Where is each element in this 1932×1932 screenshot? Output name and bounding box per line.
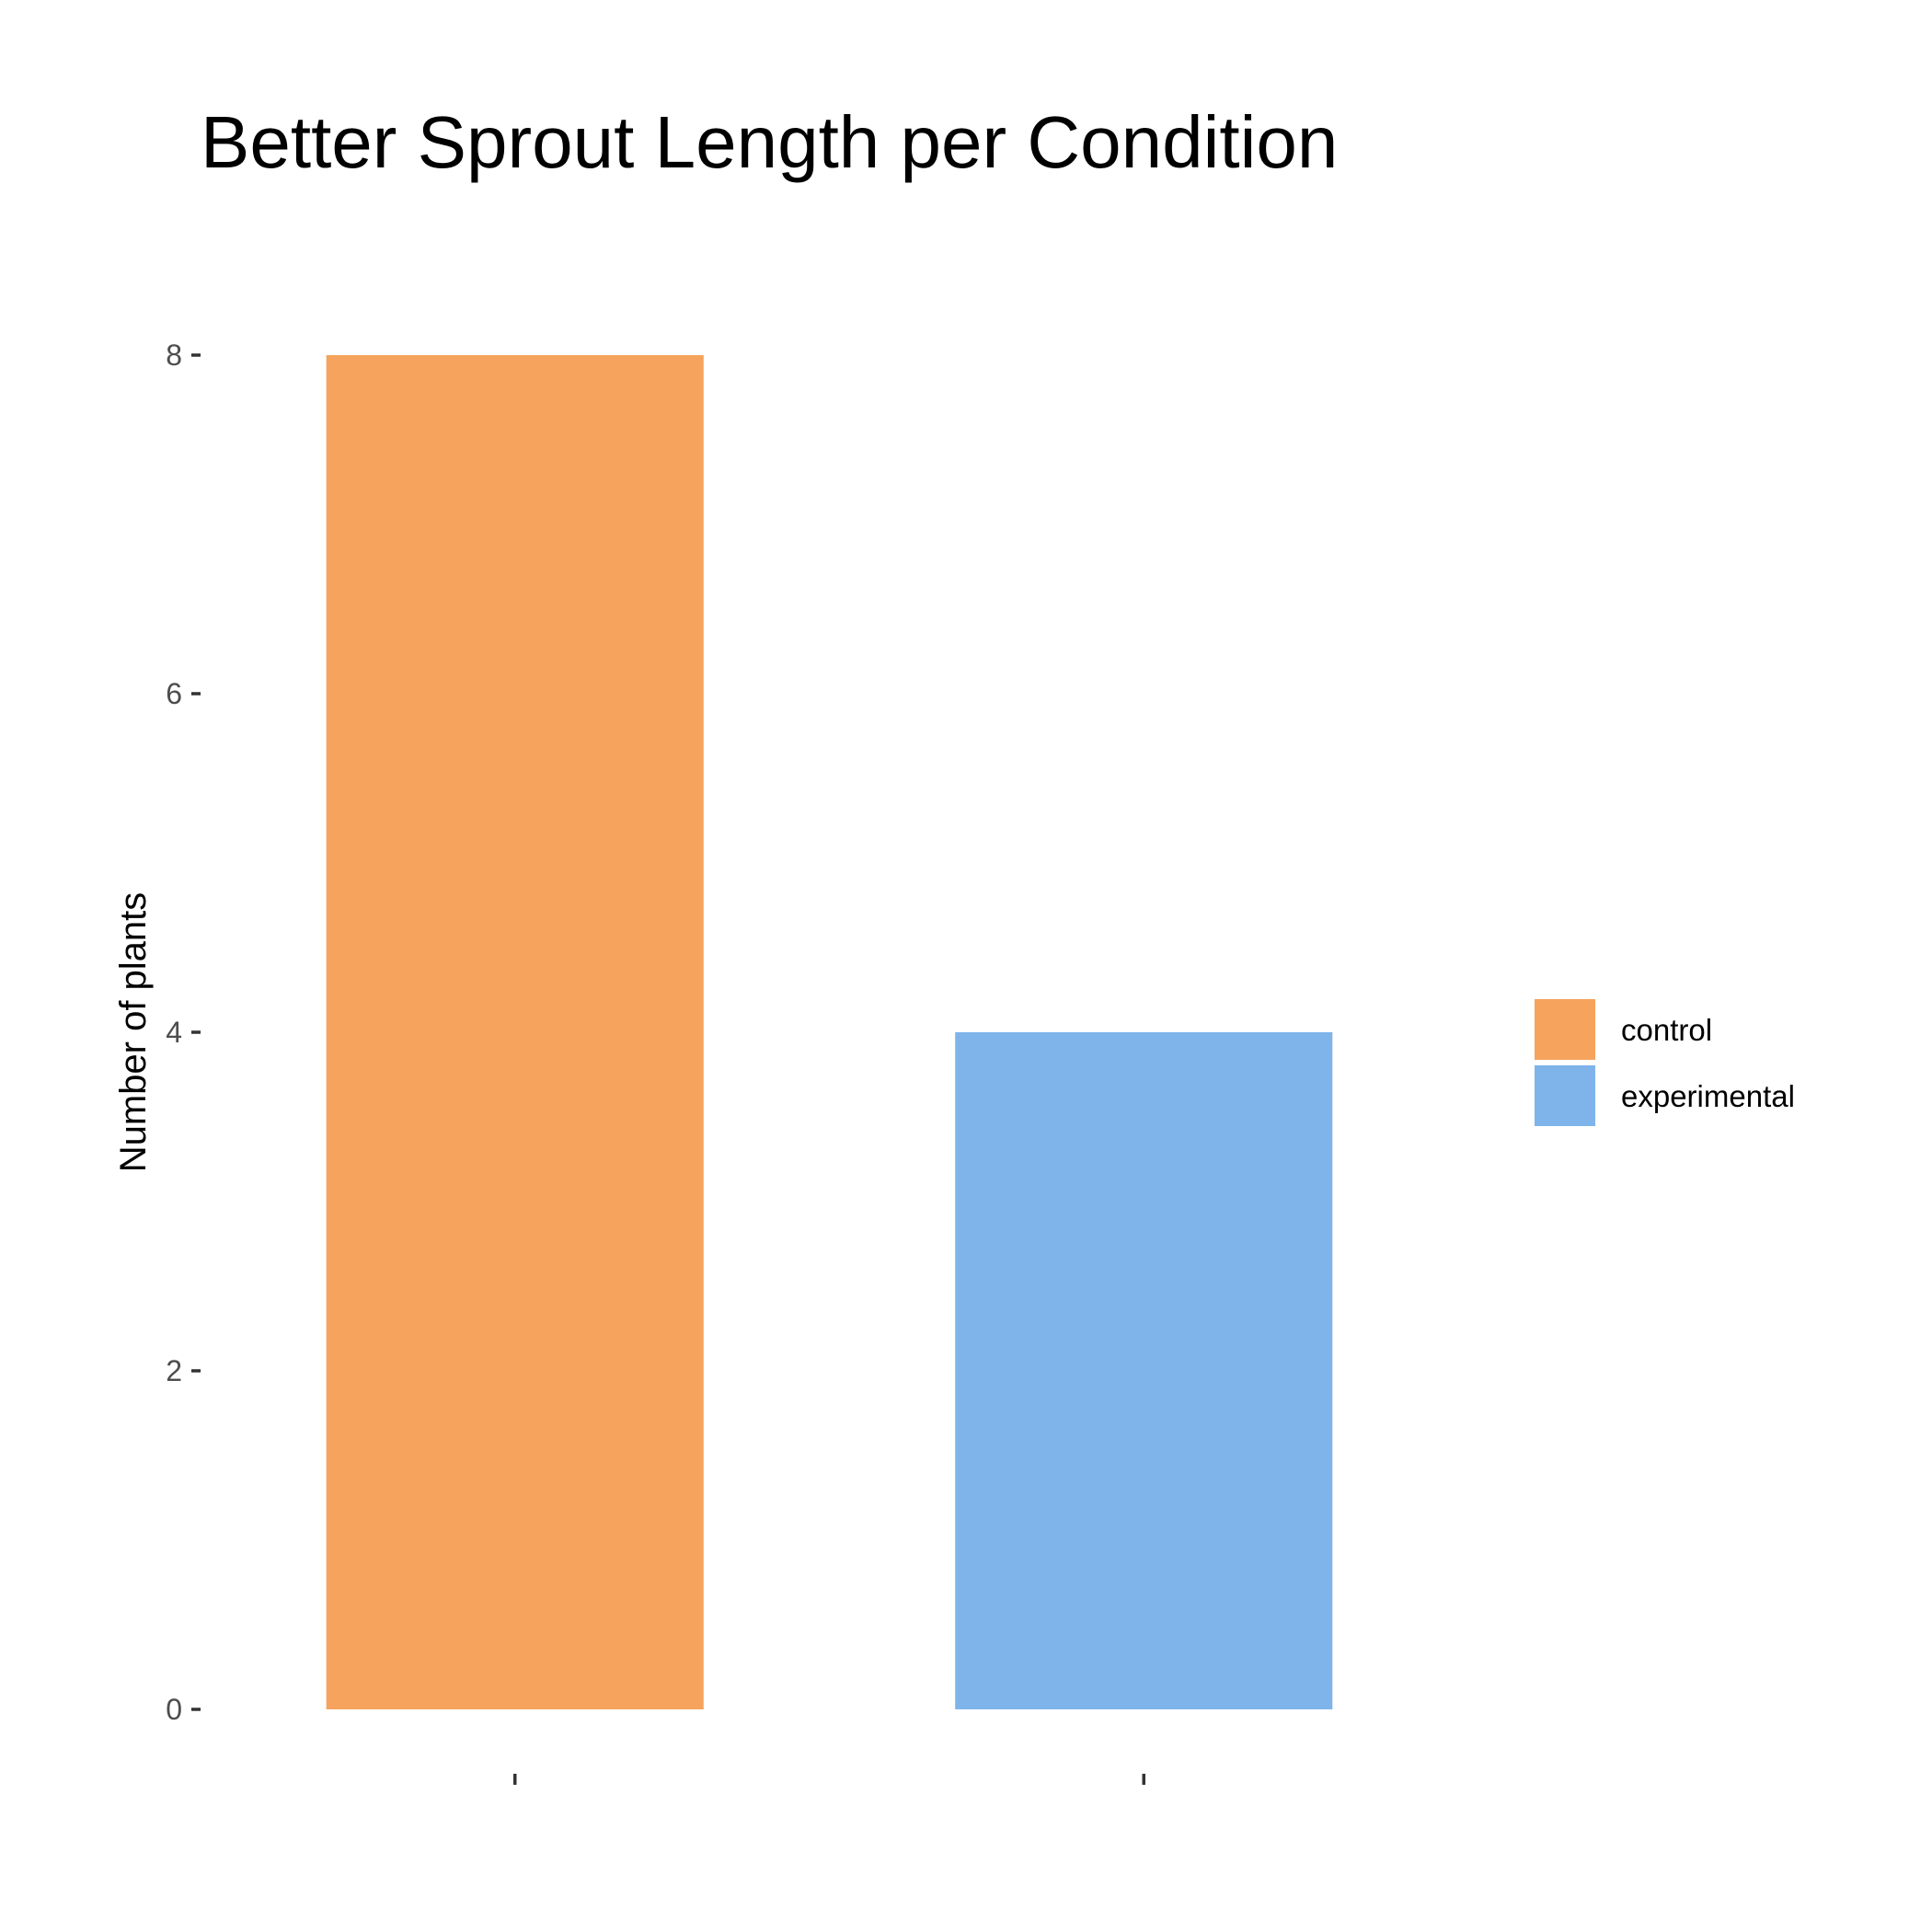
- y-tick-label: 2: [166, 1354, 182, 1387]
- legend-key-control: [1535, 999, 1595, 1060]
- y-tick-label: 0: [166, 1693, 182, 1726]
- bar-experimental: [955, 1032, 1333, 1709]
- y-tick-label: 4: [166, 1016, 182, 1049]
- x-axis: [513, 1774, 1145, 1785]
- y-axis: 0 2 4 6 8: [166, 339, 201, 1726]
- bars: [326, 355, 1333, 1709]
- legend: control experimental: [1535, 999, 1795, 1126]
- y-tick-label: 8: [166, 339, 182, 372]
- bar-control: [326, 355, 704, 1709]
- y-tick-label: 6: [166, 677, 182, 710]
- legend-label-control: control: [1621, 1013, 1712, 1047]
- legend-label-experimental: experimental: [1621, 1079, 1795, 1113]
- y-axis-label: Number of plants: [113, 892, 154, 1173]
- chart-title: Better Sprout Length per Condition: [201, 101, 1338, 183]
- legend-key-experimental: [1535, 1065, 1595, 1126]
